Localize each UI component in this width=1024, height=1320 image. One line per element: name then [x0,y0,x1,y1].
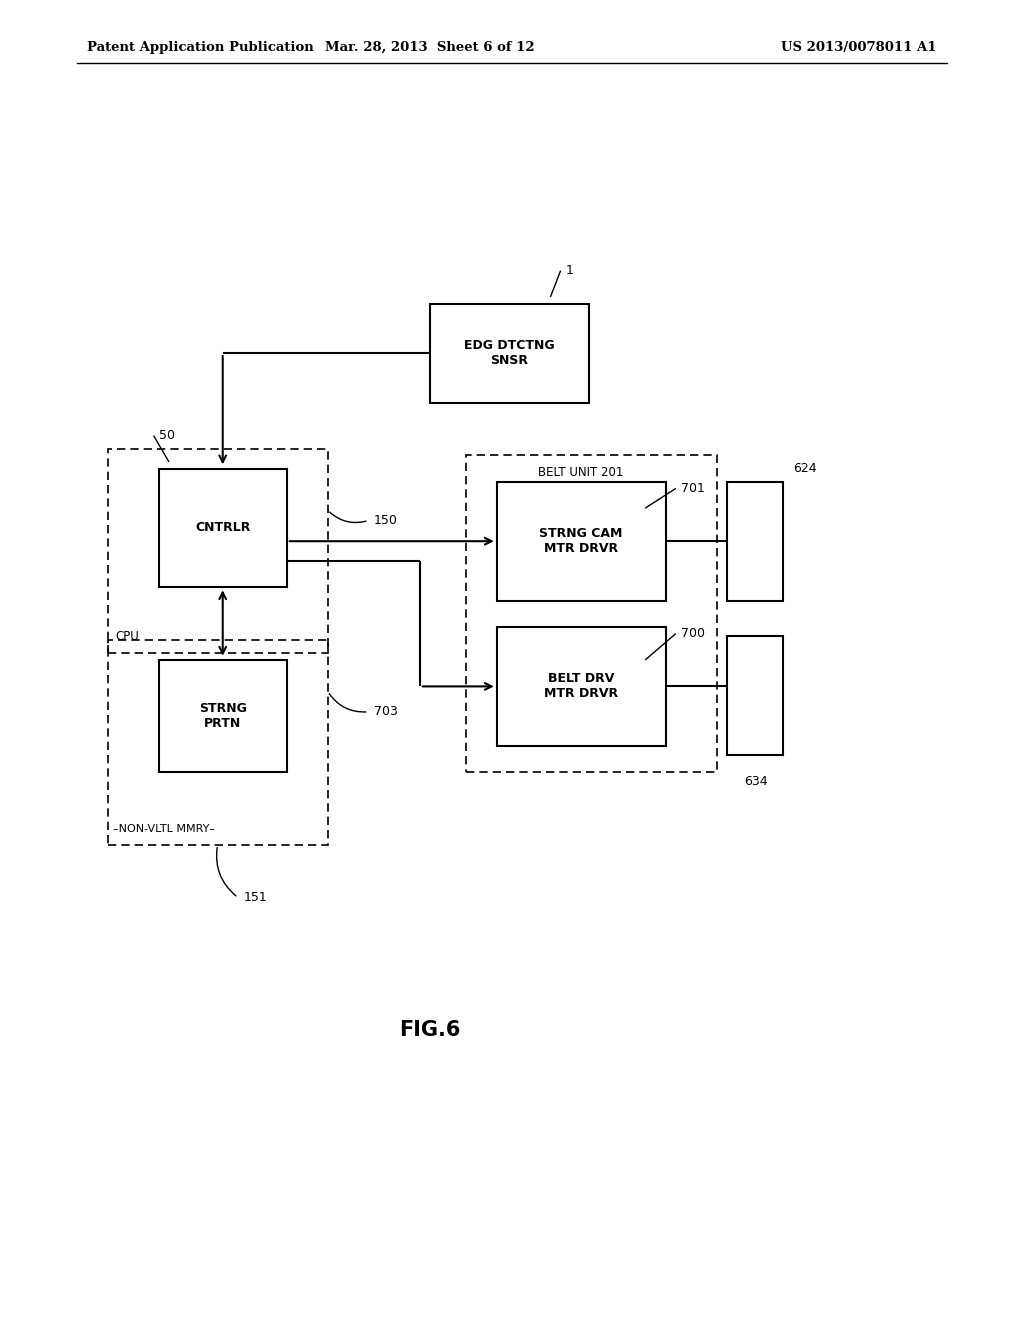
Text: 1: 1 [565,264,573,277]
Bar [108,640,328,845]
Text: STRNG
PRTN: STRNG PRTN [199,702,247,730]
Text: 701: 701 [681,482,705,495]
Text: 150: 150 [374,513,397,527]
Text: FIG.6: FIG.6 [399,1019,461,1040]
Text: 50: 50 [159,429,175,442]
Text: CPU: CPU [116,630,139,643]
Text: –NON-VLTL MMRY–: –NON-VLTL MMRY– [113,824,215,834]
Text: US 2013/0078011 A1: US 2013/0078011 A1 [781,41,937,54]
Text: BELT UNIT 201: BELT UNIT 201 [539,466,624,479]
Bar [497,627,666,746]
Text: 634: 634 [743,775,768,788]
Bar [497,482,666,601]
Text: CNTRLR: CNTRLR [195,521,251,535]
Text: 624: 624 [794,462,817,475]
Bar [159,660,287,772]
Bar [159,469,287,587]
Bar [108,449,328,653]
Text: EDG DTCTNG
SNSR: EDG DTCTNG SNSR [464,339,555,367]
Bar [727,636,783,755]
Text: Patent Application Publication: Patent Application Publication [87,41,313,54]
Bar [430,304,589,403]
Text: Mar. 28, 2013  Sheet 6 of 12: Mar. 28, 2013 Sheet 6 of 12 [326,41,535,54]
Text: BELT DRV
MTR DRVR: BELT DRV MTR DRVR [544,672,618,701]
Text: 700: 700 [681,627,705,640]
Text: 151: 151 [244,891,267,904]
Bar [466,455,717,772]
Text: STRNG CAM
MTR DRVR: STRNG CAM MTR DRVR [540,527,623,556]
Text: 703: 703 [374,705,397,718]
Bar [727,482,783,601]
